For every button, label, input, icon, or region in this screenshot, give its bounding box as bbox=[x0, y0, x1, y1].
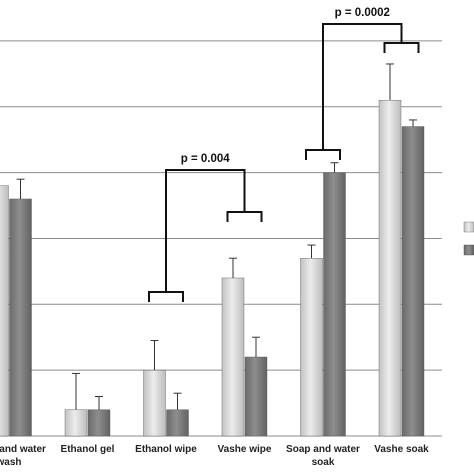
group-bracket bbox=[305, 149, 341, 160]
group-bracket bbox=[148, 291, 184, 302]
bar bbox=[300, 258, 323, 437]
category-labels: Soap and water wash Ethanol gel Ethanol wip… bbox=[0, 444, 429, 468]
legend-swatch bbox=[463, 221, 474, 233]
group-bracket bbox=[226, 211, 263, 222]
significance-connector bbox=[322, 23, 403, 140]
bars bbox=[0, 63, 425, 437]
bar bbox=[221, 277, 245, 437]
gridlines bbox=[0, 40, 442, 437]
p-value-label: p = 0.004 bbox=[181, 153, 231, 165]
bar bbox=[143, 369, 166, 437]
bar bbox=[401, 126, 425, 437]
group-bracket bbox=[383, 42, 420, 53]
bar bbox=[378, 99, 402, 437]
p-value-label: p = 0.0002 bbox=[335, 7, 390, 19]
category-label: Soap and water bbox=[0, 444, 46, 455]
category-label: wash bbox=[0, 457, 22, 468]
bar bbox=[0, 185, 9, 437]
bar bbox=[87, 409, 111, 437]
bar bbox=[64, 409, 88, 437]
bar bbox=[166, 409, 189, 437]
category-label: Soap and water bbox=[286, 444, 360, 455]
legend bbox=[463, 221, 474, 256]
category-label: Vashe soak bbox=[374, 444, 429, 455]
bar bbox=[323, 172, 346, 437]
bar bbox=[244, 356, 268, 437]
bar bbox=[9, 198, 32, 437]
category-label: Ethanol wipe bbox=[135, 444, 197, 455]
category-label: Ethanol gel bbox=[61, 444, 115, 455]
category-label: soak bbox=[312, 457, 335, 468]
legend-swatch bbox=[463, 244, 474, 256]
category-label: Vashe wipe bbox=[218, 444, 272, 455]
significance-connector bbox=[165, 169, 246, 282]
significance-annotations: p = 0.004 p = 0.0002 bbox=[148, 7, 420, 302]
